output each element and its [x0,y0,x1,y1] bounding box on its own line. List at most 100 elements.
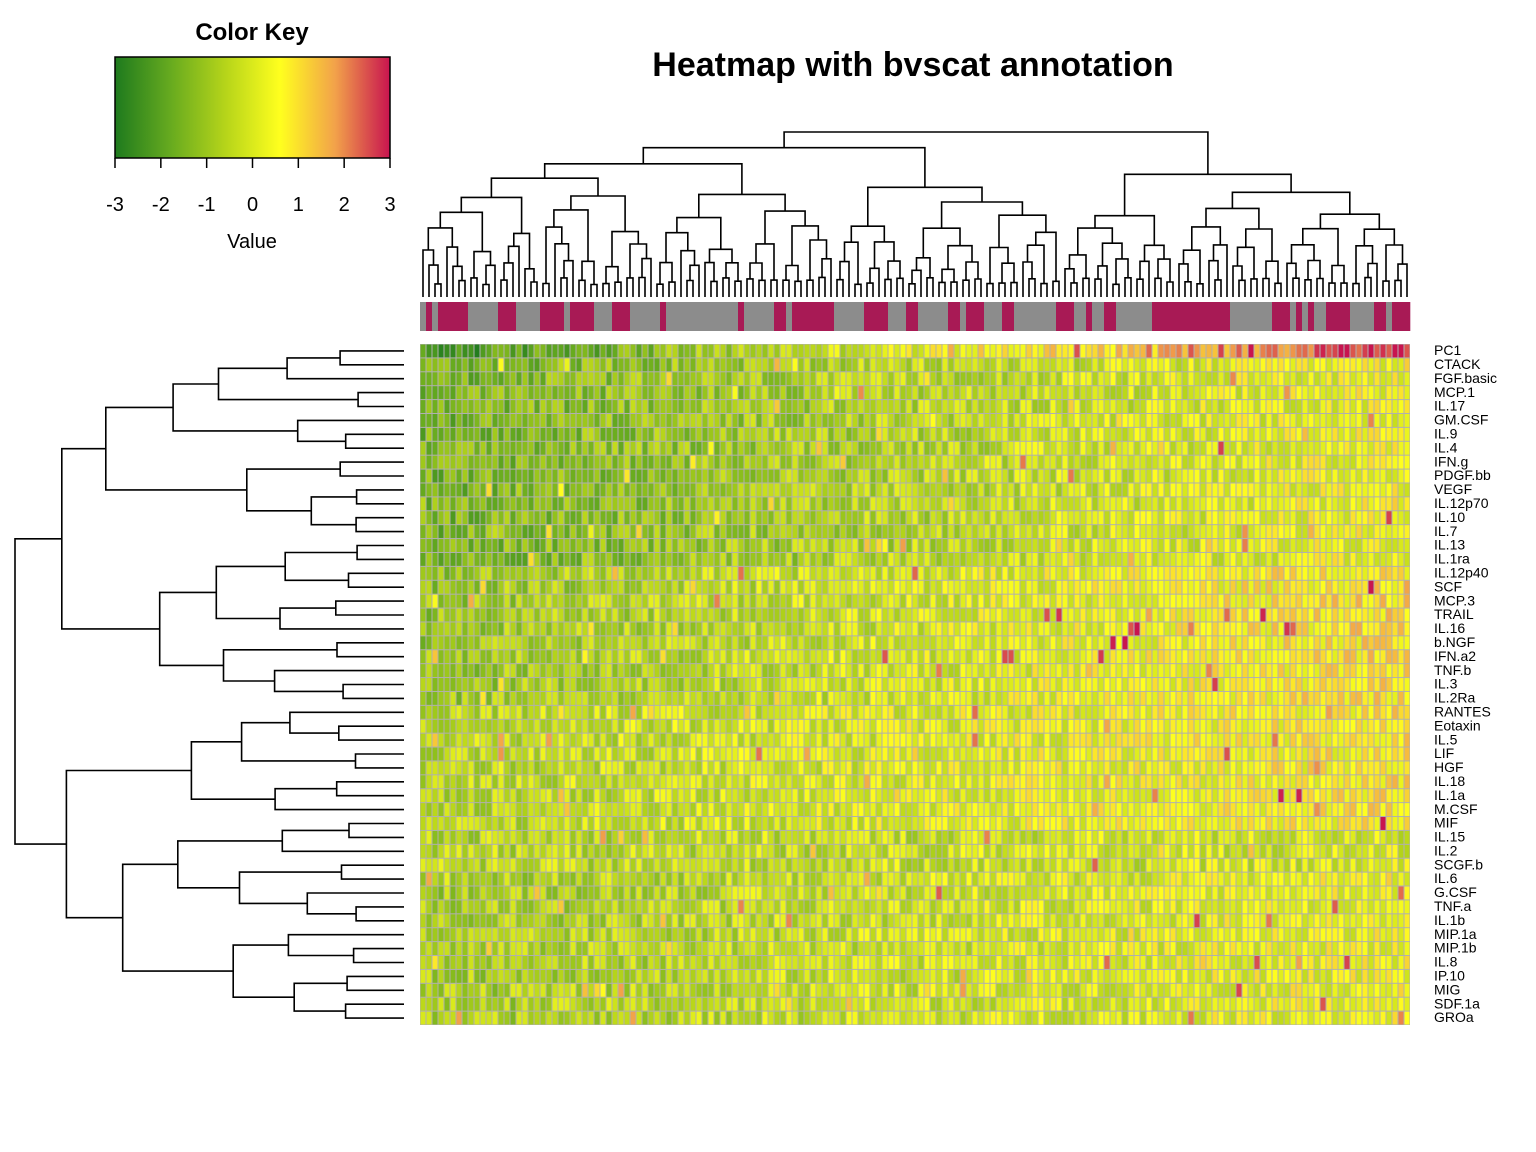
heatmap-cell [558,441,564,455]
heatmap-cell [1002,413,1008,427]
heatmap-cell [1392,525,1398,539]
heatmap-cell [540,386,546,400]
heatmap-cell [1068,344,1074,358]
heatmap-cell [1248,400,1254,413]
heatmap-cell [744,664,750,678]
heatmap-cell [1182,372,1188,386]
heatmap-cell [888,427,894,441]
heatmap-cell [786,552,792,566]
heatmap-cell [1188,608,1194,622]
heatmap-cell [714,622,720,636]
heatmap-cell [990,358,996,372]
heatmap-cell [1260,511,1266,525]
heatmap-cell [1350,483,1356,497]
heatmap-cell [1230,719,1236,733]
heatmap-cell [906,497,912,511]
heatmap-cell [984,622,990,636]
heatmap-cell [978,372,984,386]
heatmap-cell [1014,525,1020,539]
heatmap-cell [492,427,498,441]
heatmap-cell [618,580,624,594]
heatmap-cell [1038,650,1044,664]
heatmap-cell [534,733,540,747]
annotation-cell [822,302,829,331]
heatmap-cell [1224,441,1230,455]
heatmap-cell [594,511,600,525]
heatmap-cell [954,608,960,622]
heatmap-cell [786,622,792,636]
heatmap-cell [594,483,600,497]
heatmap-cell [1254,594,1260,608]
heatmap-cell [1074,608,1080,622]
heatmap-cell [930,344,936,358]
heatmap-cell [936,386,942,400]
heatmap-cell [558,358,564,372]
heatmap-cell [540,580,546,594]
heatmap-cell [1338,358,1344,372]
heatmap-cell [1008,400,1014,413]
heatmap-cell [1032,413,1038,427]
heatmap-cell [762,622,768,636]
heatmap-cell [648,427,654,441]
heatmap-cell [1404,483,1410,497]
heatmap-cell [564,636,570,650]
heatmap-cell [534,678,540,691]
heatmap-cell [1230,552,1236,566]
heatmap-cell [960,705,966,719]
heatmap-cell [1296,594,1302,608]
heatmap-cell [1248,511,1254,525]
heatmap-cell [1134,678,1140,691]
heatmap-cell [1302,650,1308,664]
heatmap-cell [594,539,600,552]
heatmap-cell [486,511,492,525]
heatmap-cell [876,372,882,386]
heatmap-cell [1176,386,1182,400]
annotation-cell [762,302,769,331]
heatmap-cell [1266,400,1272,413]
heatmap-cell [636,511,642,525]
heatmap-cell [1248,469,1254,483]
heatmap-cell [1392,483,1398,497]
heatmap-cell [1308,400,1314,413]
heatmap-cell [936,664,942,678]
heatmap-cell [1386,580,1392,594]
heatmap-cell [1380,566,1386,580]
heatmap-cell [1176,525,1182,539]
heatmap-cell [1164,525,1170,539]
column-dendrogram-branch [989,246,1009,284]
heatmap-cell [1380,413,1386,427]
heatmap-cell [1146,594,1152,608]
heatmap-cell [1260,552,1266,566]
heatmap-cell [1086,719,1092,733]
column-dendrogram-branch [1274,282,1282,297]
heatmap-cell [708,664,714,678]
heatmap-cell [1068,691,1074,705]
heatmap-cell [1260,358,1266,372]
heatmap-cell [942,427,948,441]
heatmap-cell [894,608,900,622]
heatmap-cell [606,455,612,469]
heatmap-cell [828,497,834,511]
heatmap-cell [474,441,480,455]
heatmap-cell [1386,525,1392,539]
heatmap-cell [690,705,696,719]
heatmap-cell [750,580,756,594]
heatmap-cell [474,455,480,469]
heatmap-cell [774,427,780,441]
heatmap-cell [738,650,744,664]
heatmap-cell [534,580,540,594]
heatmap-cell [1218,705,1224,719]
heatmap-cell [690,650,696,664]
heatmap-cell [546,372,552,386]
annotation-cell [1164,302,1171,331]
heatmap-cell [474,719,480,733]
heatmap-cell [528,650,534,664]
heatmap-cell [726,344,732,358]
heatmap-cell [690,678,696,691]
heatmap-cell [774,636,780,650]
heatmap-cell [612,358,618,372]
heatmap-cell [780,455,786,469]
heatmap-cell [1404,539,1410,552]
heatmap-cell [1134,441,1140,455]
heatmap-cell [480,469,486,483]
